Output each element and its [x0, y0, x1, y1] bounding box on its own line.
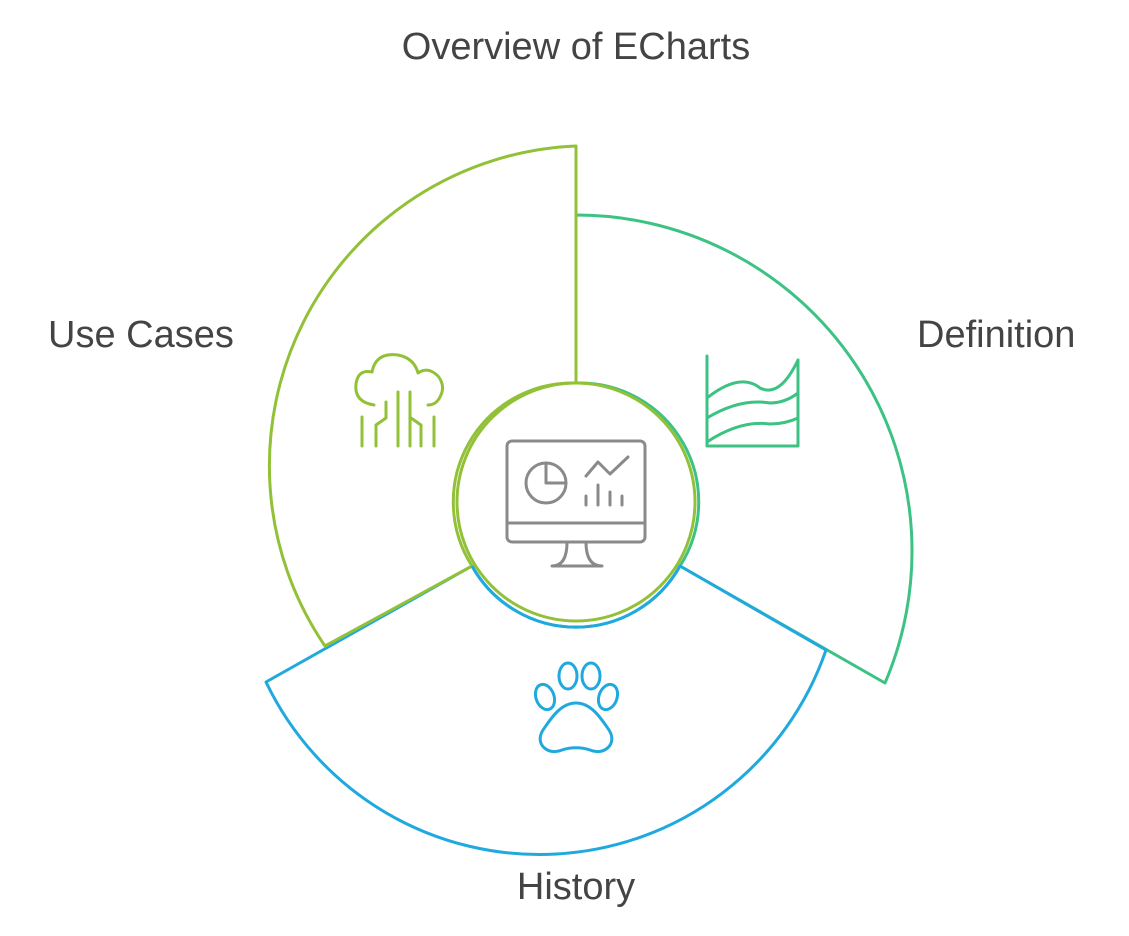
segment-label-definition: Definition — [917, 314, 1076, 356]
center-circle — [455, 381, 697, 623]
diagram-title: Overview of ECharts — [401, 26, 751, 68]
segment-use-cases — [267, 144, 578, 648]
segment-definition — [574, 213, 914, 685]
segment-label-use-cases: Use Cases — [48, 314, 234, 356]
center-circle-history-arc — [470, 565, 682, 629]
paw-icon — [533, 661, 620, 753]
area-chart-icon — [705, 354, 800, 448]
cloud-circuit-icon — [354, 353, 445, 448]
segment-label-history: History — [516, 866, 636, 908]
monitor-dashboard-icon — [505, 439, 647, 568]
